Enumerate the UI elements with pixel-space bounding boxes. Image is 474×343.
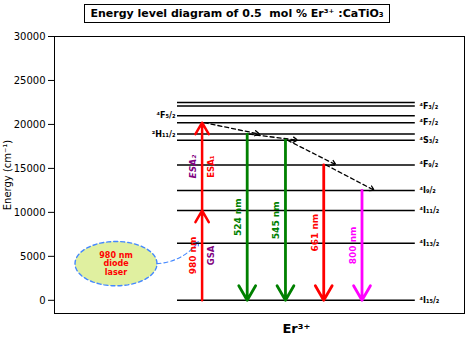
svg-text:10000: 10000 xyxy=(14,207,46,218)
svg-text:Er³⁺: Er³⁺ xyxy=(282,321,310,336)
svg-text:⁴F₅/₂: ⁴F₅/₂ xyxy=(157,111,176,120)
svg-text:⁴I₁₅/₂: ⁴I₁₅/₂ xyxy=(419,296,439,305)
svg-text:⁴F₃/₂: ⁴F₃/₂ xyxy=(419,102,438,111)
svg-text:661 nm: 661 nm xyxy=(310,214,320,252)
svg-text:⁴I₁₁/₂: ⁴I₁₁/₂ xyxy=(419,206,439,215)
svg-text:5000: 5000 xyxy=(20,251,45,262)
svg-text:30000: 30000 xyxy=(14,31,46,42)
svg-text:20000: 20000 xyxy=(14,119,46,130)
svg-text:ESA₁: ESA₁ xyxy=(206,155,216,178)
svg-text:545 nm: 545 nm xyxy=(271,201,281,239)
svg-text:0: 0 xyxy=(39,295,45,306)
svg-text:800 nm: 800 nm xyxy=(348,226,358,264)
svg-text:980 nm: 980 nm xyxy=(188,237,198,275)
svg-text:Energy (cm⁻¹): Energy (cm⁻¹) xyxy=(2,140,13,211)
svg-text:25000: 25000 xyxy=(14,75,46,86)
svg-text:15000: 15000 xyxy=(14,163,46,174)
svg-text:ESA₂: ESA₂ xyxy=(188,155,198,179)
svg-text:⁴S₃/₂: ⁴S₃/₂ xyxy=(419,136,439,145)
svg-text:⁴I₁₃/₂: ⁴I₁₃/₂ xyxy=(419,239,439,248)
svg-text:⁴F₇/₂: ⁴F₇/₂ xyxy=(419,118,438,127)
svg-text:980 nmdiodelaser: 980 nmdiodelaser xyxy=(99,251,133,278)
svg-text:²H₁₁/₂: ²H₁₁/₂ xyxy=(152,130,176,139)
svg-text:⁴F₉/₂: ⁴F₉/₂ xyxy=(419,160,438,169)
svg-text:GSA: GSA xyxy=(206,245,216,265)
svg-text:524 nm: 524 nm xyxy=(233,198,243,236)
svg-text:⁴I₉/₂: ⁴I₉/₂ xyxy=(419,186,436,195)
html-text:Energy level diagram of 0.5 mo: Energy level diagram of 0.5 mol % Er³⁺ :… xyxy=(90,6,384,20)
